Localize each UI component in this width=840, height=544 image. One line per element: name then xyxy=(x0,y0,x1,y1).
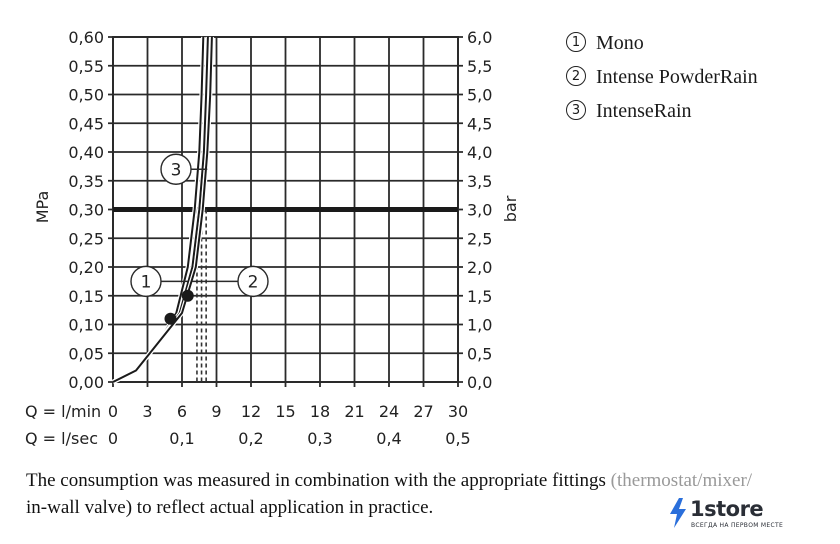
y-right-tick-label: 4,0 xyxy=(467,143,492,162)
chart-legend: 1 Mono 2 Intense PowderRain 3 IntenseRain xyxy=(566,30,758,132)
lightning-bolt-icon xyxy=(670,498,686,528)
series-line-intenserain xyxy=(112,36,213,383)
y-right-tick-label: 3,0 xyxy=(467,201,492,220)
y-left-tick-label: 0,35 xyxy=(68,172,104,191)
x-lmin-tick-label: 18 xyxy=(310,402,330,421)
y-left-tick-label: 0,55 xyxy=(68,57,104,76)
chart-caption: The consumption was measured in combinat… xyxy=(26,467,826,521)
chart-curves xyxy=(112,36,215,384)
y-right-tick-label: 3,5 xyxy=(467,172,492,191)
x-lmin-tick-label: 0 xyxy=(108,402,118,421)
callout-mono-label: 1 xyxy=(141,272,152,292)
legend-label: Intense PowderRain xyxy=(596,66,758,88)
caption-line-1: The consumption was measured in combinat… xyxy=(26,470,606,491)
callout-intenserain-label: 3 xyxy=(171,160,182,180)
y-left-tick-label: 0,00 xyxy=(68,373,104,392)
x-lsec-tick-label: 0,1 xyxy=(169,429,194,448)
x-axis-lmin-ticks: 0 3 6 9 12 15 18 21 24 27 30 xyxy=(108,402,468,421)
y-left-tick-label: 0,50 xyxy=(68,86,104,105)
legend-item-mono: 1 Mono xyxy=(566,30,758,64)
y-left-tick-label: 0,30 xyxy=(68,201,104,220)
x-lmin-tick-label: 24 xyxy=(379,402,399,421)
y-left-tick-label: 0,10 xyxy=(68,316,104,335)
legend-item-intenserain: 3 IntenseRain xyxy=(566,98,758,132)
y-left-tick-label: 0,20 xyxy=(68,258,104,277)
x-lsec-tick-label: 0,2 xyxy=(238,429,263,448)
x-lmin-tick-label: 27 xyxy=(413,402,433,421)
x-lmin-tick-label: 9 xyxy=(211,402,221,421)
watermark-name: 1store xyxy=(690,497,764,521)
callout-mono-circle xyxy=(130,265,162,298)
legend-marker: 2 xyxy=(566,66,586,87)
legend-marker: 1 xyxy=(566,32,586,53)
y-right-tick-label: 2,0 xyxy=(467,258,492,277)
x-lmin-tick-label: 3 xyxy=(142,402,152,421)
x-axis-lsec-title: Q = l/sec xyxy=(25,429,98,448)
x-lsec-tick-label: 0 xyxy=(108,429,118,448)
y-axis-right-ticks: 0,0 0,5 1,0 1,5 2,0 2,5 3,0 3,5 4,0 4,5 5,0 5,5 6,0 xyxy=(467,28,492,392)
y-left-tick-label: 0,05 xyxy=(68,344,104,363)
y-left-tick-label: 0,15 xyxy=(68,287,104,306)
callout-intense-powderrain-circle xyxy=(237,265,269,298)
y-right-tick-label: 0,5 xyxy=(467,344,492,363)
chart-grid xyxy=(108,36,463,387)
caption-line-1-cut: (thermostat/mixer/ xyxy=(605,470,753,491)
x-lsec-tick-label: 0,4 xyxy=(376,429,401,448)
y-right-tick-label: 5,0 xyxy=(467,86,492,105)
x-lmin-tick-label: 15 xyxy=(275,402,295,421)
legend-marker: 3 xyxy=(566,100,586,121)
chart-callouts: 1 2 3 xyxy=(130,153,269,298)
series-point-intense-powderrain xyxy=(181,289,194,302)
y-right-tick-label: 1,5 xyxy=(467,287,492,306)
x-lsec-tick-label: 0,3 xyxy=(307,429,332,448)
x-lmin-tick-label: 30 xyxy=(448,402,468,421)
y-left-tick-label: 0,40 xyxy=(68,143,104,162)
x-lsec-tick-label: 0,5 xyxy=(445,429,470,448)
store-watermark: 1store ВСЕГДА НА ПЕРВОМ МЕСТЕ xyxy=(668,497,818,530)
legend-label: IntenseRain xyxy=(596,100,692,122)
watermark-tagline: ВСЕГДА НА ПЕРВОМ МЕСТЕ xyxy=(691,522,784,529)
legend-label: Mono xyxy=(596,32,644,54)
y-right-tick-label: 0,0 xyxy=(467,373,492,392)
y-right-tick-label: 5,5 xyxy=(467,57,492,76)
x-axis-lsec-ticks: 0 0,1 0,2 0,3 0,4 0,5 xyxy=(108,429,471,448)
x-axis-lmin-title: Q = l/min xyxy=(25,402,101,421)
y-right-tick-label: 1,0 xyxy=(467,316,492,335)
y-right-tick-label: 2,5 xyxy=(467,229,492,248)
y-left-tick-label: 0,45 xyxy=(68,114,104,133)
y-left-tick-label: 0,25 xyxy=(68,229,104,248)
y-right-tick-label: 4,5 xyxy=(467,114,492,133)
x-lmin-tick-label: 6 xyxy=(177,402,187,421)
series-point-mono xyxy=(164,312,177,325)
callout-intense-powderrain-label: 2 xyxy=(248,272,259,292)
y-axis-right-title: bar xyxy=(501,195,520,222)
y-axis-left-ticks: 0,00 0,05 0,10 0,15 0,20 0,25 0,30 0,35 0,40 0,45… xyxy=(68,28,104,392)
callout-intenserain-circle xyxy=(160,153,192,185)
pressure-flow-chart: 0,000,050,100,150,200,250,300,350,400,45… xyxy=(25,28,520,448)
legend-item-intense-powderrain: 2 Intense PowderRain xyxy=(566,64,758,98)
y-left-tick-label: 0,60 xyxy=(68,28,104,47)
y-axis-left-title: MPa xyxy=(33,191,52,224)
y-right-tick-label: 6,0 xyxy=(467,28,492,47)
x-lmin-tick-label: 12 xyxy=(241,402,261,421)
x-lmin-tick-label: 21 xyxy=(344,402,364,421)
caption-line-2: in-wall valve) to reflect actual applica… xyxy=(26,497,434,518)
